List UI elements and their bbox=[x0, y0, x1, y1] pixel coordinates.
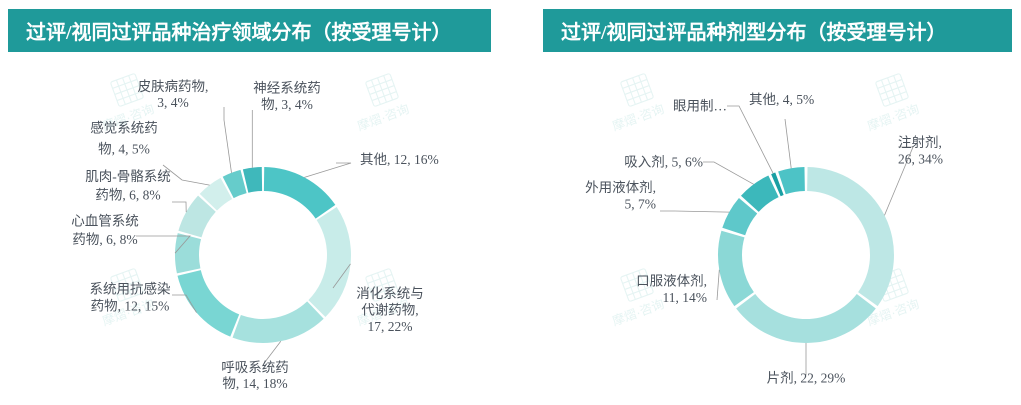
svg-text:其他, 12, 16%: 其他, 12, 16% bbox=[360, 152, 439, 167]
svg-text:消化系统与: 消化系统与 bbox=[356, 286, 424, 301]
svg-text:物, 3, 4%: 物, 3, 4% bbox=[261, 97, 313, 112]
svg-text:26, 34%: 26, 34% bbox=[898, 152, 943, 167]
svg-text:代谢药物,: 代谢药物, bbox=[361, 303, 418, 318]
svg-text:眼用制…: 眼用制… bbox=[673, 99, 727, 114]
svg-text:神经系统药: 神经系统药 bbox=[253, 81, 321, 96]
svg-text:口服液体剂,: 口服液体剂, bbox=[636, 274, 707, 289]
svg-text:17, 22%: 17, 22% bbox=[368, 319, 413, 334]
svg-text:药物, 6, 8%: 药物, 6, 8% bbox=[95, 188, 160, 203]
svg-text:注射剂,: 注射剂, bbox=[898, 135, 942, 150]
svg-text:心血管系统: 心血管系统 bbox=[71, 214, 139, 229]
svg-text:物, 4, 5%: 物, 4, 5% bbox=[98, 142, 150, 157]
svg-text:系统用抗感染: 系统用抗感染 bbox=[90, 281, 171, 297]
svg-text:3, 4%: 3, 4% bbox=[157, 95, 189, 110]
svg-text:片剂, 22, 29%: 片剂, 22, 29% bbox=[767, 371, 846, 386]
svg-text:肌肉-骨骼系统: 肌肉-骨骼系统 bbox=[85, 169, 171, 184]
svg-text:11, 14%: 11, 14% bbox=[663, 290, 708, 305]
svg-text:外用液体剂,: 外用液体剂, bbox=[585, 180, 656, 195]
svg-text:感觉系统药: 感觉系统药 bbox=[90, 120, 158, 136]
svg-text:5, 7%: 5, 7% bbox=[625, 197, 657, 212]
svg-text:药物, 6, 8%: 药物, 6, 8% bbox=[72, 232, 137, 247]
svg-text:物, 14, 18%: 物, 14, 18% bbox=[222, 376, 287, 391]
svg-text:呼吸系统药: 呼吸系统药 bbox=[221, 360, 289, 375]
svg-text:药物, 12, 15%: 药物, 12, 15% bbox=[91, 299, 170, 314]
svg-text:其他, 4, 5%: 其他, 4, 5% bbox=[749, 92, 814, 107]
svg-text:吸入剂, 5, 6%: 吸入剂, 5, 6% bbox=[624, 155, 703, 170]
svg-text:皮肤病药物,: 皮肤病药物, bbox=[138, 79, 209, 94]
